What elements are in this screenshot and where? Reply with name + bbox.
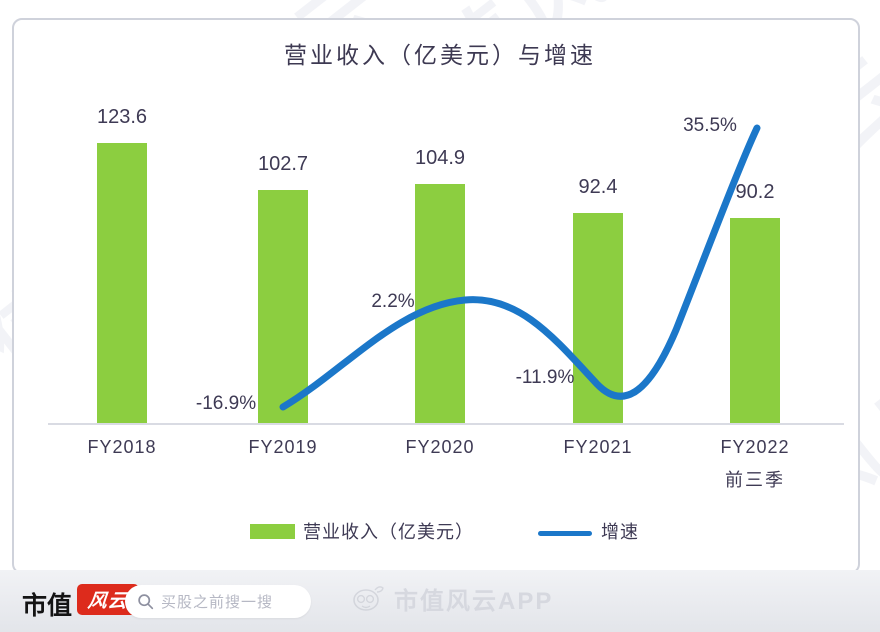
bar-fy2021	[573, 213, 623, 424]
bar-value-label: 104.9	[414, 147, 466, 169]
x-tick-fy2021: FY2021	[563, 437, 633, 457]
app-brand: 市值风云APP	[350, 580, 553, 616]
search-input[interactable]: 买股之前搜一搜	[125, 585, 311, 618]
brand-logo-text: 市值	[22, 592, 73, 620]
legend-swatch-revenue	[250, 524, 295, 539]
x-axis-line	[48, 423, 844, 425]
legend-label-revenue: 营业收入（亿美元）	[303, 522, 474, 542]
bar-fy2018	[97, 143, 147, 424]
x-tick-fy2022-subline: 前三季	[725, 470, 785, 490]
brand-logo-badge-text: 风云	[86, 591, 129, 612]
legend-label-growth: 增速	[601, 522, 639, 542]
panda-mascot-icon	[353, 586, 384, 611]
bar-fy2019	[258, 190, 308, 424]
bar-value-label: 90.2	[735, 181, 775, 203]
x-tick-fy2020: FY2020	[405, 437, 475, 457]
growth-label-fy2021: -11.9%	[515, 367, 575, 388]
bar-fy2022	[730, 218, 780, 424]
growth-label-fy2019: -16.9%	[195, 393, 257, 414]
chart-title: 营业收入（亿美元）与增速	[284, 42, 596, 68]
growth-label-fy2020: 2.2%	[371, 291, 415, 312]
bar-value-label: 123.6	[96, 106, 148, 128]
bar-value-label: 92.4	[578, 176, 618, 198]
bar-value-label: 102.7	[257, 153, 309, 175]
app-name-text: 市值风云APP	[394, 587, 554, 615]
search-placeholder: 买股之前搜一搜	[161, 594, 274, 611]
x-tick-fy2022: FY2022	[720, 437, 790, 457]
x-tick-fy2019: FY2019	[248, 437, 318, 457]
legend-swatch-growth	[538, 531, 592, 536]
x-tick-fy2018: FY2018	[87, 437, 157, 457]
growth-label-fy2022: 35.5%	[683, 115, 737, 136]
search-icon	[138, 594, 154, 610]
